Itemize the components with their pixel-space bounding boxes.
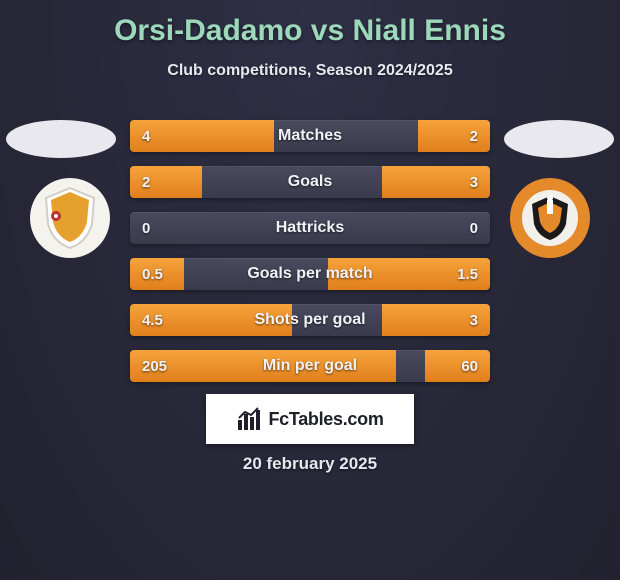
page-subtitle: Club competitions, Season 2024/2025 [0,62,620,80]
stat-value-right: 60 [449,350,490,382]
brand-badge: FcTables.com [206,394,414,444]
stat-value-left: 205 [130,350,179,382]
stat-value-left: 0 [130,212,162,244]
stat-value-right: 2 [458,120,490,152]
player-left-avatar [6,120,116,158]
stat-label: Goals per match [130,258,490,290]
stat-row: Goals per match0.5 1.5 [130,258,490,290]
date-label: 20 february 2025 [0,454,620,474]
stat-value-right: 0 [458,212,490,244]
player-right-avatar [504,120,614,158]
stat-label: Hattricks [130,212,490,244]
stat-value-left: 4.5 [130,304,175,336]
stat-value-right: 3 [458,304,490,336]
stat-label: Min per goal [130,350,490,382]
brand-icon [236,406,262,432]
stat-value-right: 1.5 [445,258,490,290]
comparison-bars: Matches42Goals23Hattricks00Goals per mat… [130,120,490,396]
stat-row: Goals2 3 [130,166,490,198]
stat-row: Hattricks0 0 [130,212,490,244]
stat-value-left: 2 [130,166,162,198]
stat-value-right: 3 [458,166,490,198]
stat-label: Goals [130,166,490,198]
brand-text: FcTables.com [268,409,383,430]
page-title: Orsi-Dadamo vs Niall Ennis [0,0,620,48]
stat-value-left: 0.5 [130,258,175,290]
stat-label: Matches [130,120,490,152]
player-left-crest [30,178,110,258]
stat-row: Min per goal205 60 [130,350,490,382]
player-right-crest [510,178,590,258]
stat-value-left: 4 [130,120,162,152]
stat-label: Shots per goal [130,304,490,336]
stat-row: Matches4 2 [130,120,490,152]
stat-row: Shots per goal4.5 3 [130,304,490,336]
